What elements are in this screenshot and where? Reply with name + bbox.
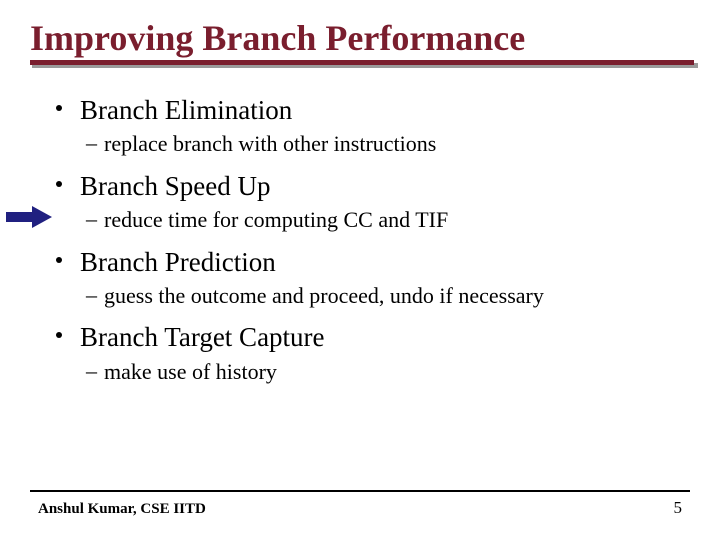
bullet-item: Branch Elimination [56, 93, 690, 128]
dash-icon: – [86, 358, 97, 384]
footer-page-number: 5 [674, 498, 691, 518]
bullet-label: Branch Prediction [56, 245, 690, 280]
bullet-dot-icon [56, 257, 62, 263]
bullet-label: Branch Elimination [56, 93, 690, 128]
bullet-item: Branch Prediction [56, 245, 690, 280]
slide: Improving Branch Performance Branch Elim… [0, 0, 720, 540]
dash-icon: – [86, 130, 97, 156]
sub-label: guess the outcome and proceed, undo if n… [104, 282, 690, 311]
sub-item: – reduce time for computing CC and TIF [56, 206, 690, 235]
slide-footer: Anshul Kumar, CSE IITD 5 [30, 490, 690, 518]
title-block: Improving Branch Performance [30, 18, 690, 59]
bullet-list: Branch Elimination – replace branch with… [30, 93, 690, 386]
footer-divider [30, 490, 690, 492]
footer-author: Anshul Kumar, CSE IITD [30, 501, 206, 518]
slide-title: Improving Branch Performance [30, 18, 690, 59]
sub-item: – replace branch with other instructions [56, 130, 690, 159]
sub-item: – make use of history [56, 358, 690, 387]
sub-label: make use of history [104, 358, 690, 387]
bullet-item: Branch Speed Up [56, 169, 690, 204]
dash-icon: – [86, 282, 97, 308]
sub-item: – guess the outcome and proceed, undo if… [56, 282, 690, 311]
arrow-pointer-icon [6, 206, 52, 228]
sub-label: replace branch with other instructions [104, 130, 690, 159]
dash-icon: – [86, 206, 97, 232]
sub-label: reduce time for computing CC and TIF [104, 206, 690, 235]
bullet-label: Branch Target Capture [56, 320, 690, 355]
title-underline [30, 60, 694, 65]
bullet-item: Branch Target Capture [56, 320, 690, 355]
bullet-label: Branch Speed Up [56, 169, 690, 204]
footer-row: Anshul Kumar, CSE IITD 5 [30, 498, 690, 518]
